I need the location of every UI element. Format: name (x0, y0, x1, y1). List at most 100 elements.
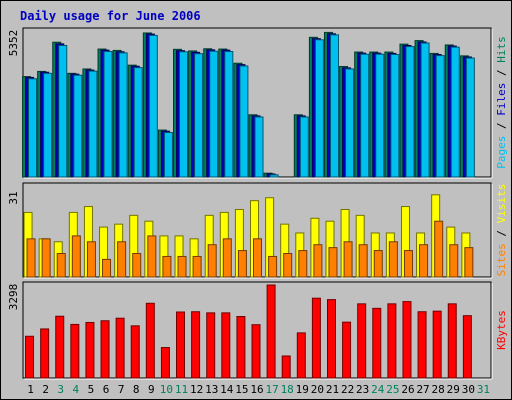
x-tick-label-26: 26 (401, 383, 414, 396)
bar-top-pages-9 (148, 34, 158, 178)
bar-middle-sites-26 (403, 250, 413, 278)
bar-middle-sites-23 (358, 244, 368, 278)
bar-middle-sites-11 (177, 255, 187, 278)
x-tick-label-20: 20 (311, 383, 324, 396)
bar-top-pages-2 (43, 72, 53, 178)
bar-bottom-kbytes-18 (281, 355, 291, 379)
bar-top-pages-28 (435, 55, 445, 178)
bar-middle-sites-18 (283, 253, 293, 278)
x-tick-label-7: 7 (118, 383, 125, 396)
bar-top-pages-13 (209, 50, 219, 178)
bar-bottom-kbytes-19 (296, 332, 306, 379)
legend-segment: / (495, 116, 508, 136)
y-max-label-middle: 31 (7, 191, 20, 204)
bar-bottom-kbytes-1 (25, 335, 35, 379)
bar-bottom-kbytes-13 (206, 312, 216, 379)
legend-segment: Pages (495, 136, 508, 169)
bar-top-pages-1 (28, 78, 38, 178)
x-tick-label-18: 18 (281, 383, 294, 396)
x-tick-label-11: 11 (175, 383, 188, 396)
bar-middle-sites-12 (192, 255, 202, 278)
bar-middle-sites-8 (132, 253, 142, 278)
bar-middle-sites-1 (26, 238, 36, 278)
x-tick-label-9: 9 (148, 383, 155, 396)
x-tick-label-21: 21 (326, 383, 339, 396)
bar-top-pages-25 (390, 54, 400, 178)
bar-top-pages-6 (103, 51, 113, 178)
legend-segment: Sites (495, 243, 508, 276)
bar-top-pages-20 (314, 39, 324, 178)
bar-top-pages-22 (345, 68, 355, 178)
legend-segment: Hits (495, 36, 508, 63)
x-tick-label-31: 31 (477, 383, 490, 396)
bar-bottom-kbytes-7 (115, 317, 125, 379)
legend-segment: Visits (495, 184, 508, 224)
bar-bottom-kbytes-26 (402, 301, 412, 379)
bar-bottom-kbytes-15 (236, 316, 246, 379)
x-tick-label-24: 24 (371, 383, 385, 396)
bar-middle-sites-21 (328, 247, 338, 278)
x-tick-label-22: 22 (341, 383, 354, 396)
legend-segment: KBytes (495, 310, 508, 350)
x-tick-label-14: 14 (220, 383, 234, 396)
x-tick-label-8: 8 (133, 383, 140, 396)
bar-bottom-kbytes-22 (342, 321, 352, 379)
x-tick-label-10: 10 (160, 383, 173, 396)
bar-middle-sites-29 (449, 244, 459, 278)
bar-middle-sites-30 (464, 247, 474, 278)
legend-segment: / (495, 63, 508, 83)
bar-top-pages-19 (299, 116, 309, 178)
chart-title: Daily usage for June 2006 (20, 9, 201, 23)
bar-top-pages-27 (420, 42, 430, 178)
bar-top-pages-4 (73, 74, 83, 178)
bar-bottom-kbytes-17 (266, 284, 276, 379)
bar-middle-sites-10 (162, 255, 172, 278)
bar-middle-sites-9 (147, 235, 157, 278)
x-tick-label-30: 30 (462, 383, 475, 396)
legend-segment: Files (495, 83, 508, 116)
x-tick-label-19: 19 (296, 383, 309, 396)
bar-bottom-kbytes-9 (145, 302, 155, 379)
bar-middle-sites-24 (373, 250, 383, 278)
legend-middle: Sites / Visits (495, 184, 508, 277)
bar-bottom-kbytes-8 (130, 325, 140, 379)
bar-bottom-kbytes-24 (372, 307, 382, 379)
x-tick-label-1: 1 (27, 383, 34, 396)
x-tick-label-13: 13 (205, 383, 218, 396)
bar-top-pages-3 (58, 45, 68, 178)
bar-bottom-kbytes-2 (40, 328, 50, 379)
bar-top-pages-26 (405, 46, 415, 178)
bar-bottom-kbytes-29 (447, 303, 457, 379)
x-tick-label-27: 27 (416, 383, 429, 396)
bar-middle-sites-2 (41, 238, 51, 278)
x-tick-label-5: 5 (88, 383, 95, 396)
legend-bottom: KBytes (495, 310, 508, 350)
bar-middle-sites-17 (268, 255, 278, 278)
bar-top-pages-17 (269, 174, 279, 178)
bar-middle-sites-13 (207, 244, 217, 278)
bar-middle-sites-14 (222, 238, 232, 278)
bar-top-pages-5 (88, 70, 98, 178)
bar-middle-sites-6 (102, 258, 112, 278)
x-tick-label-6: 6 (103, 383, 110, 396)
bar-top-pages-21 (329, 34, 339, 178)
bar-middle-sites-3 (56, 253, 66, 278)
bar-top-pages-15 (239, 65, 249, 178)
bar-top-pages-24 (375, 53, 385, 178)
x-tick-label-29: 29 (447, 383, 460, 396)
legend-segment: / (495, 223, 508, 243)
bar-top-pages-30 (465, 57, 475, 178)
bar-bottom-kbytes-25 (387, 303, 397, 379)
bar-middle-sites-20 (313, 244, 323, 278)
bar-top-pages-29 (450, 46, 460, 178)
bar-top-pages-8 (133, 67, 143, 178)
bar-bottom-kbytes-21 (326, 299, 336, 379)
bar-bottom-kbytes-14 (221, 312, 231, 379)
bar-bottom-kbytes-27 (417, 311, 427, 379)
bar-middle-sites-22 (343, 241, 353, 278)
x-tick-label-12: 12 (190, 383, 203, 396)
bar-bottom-kbytes-5 (85, 321, 95, 379)
bar-top-pages-16 (254, 116, 264, 178)
